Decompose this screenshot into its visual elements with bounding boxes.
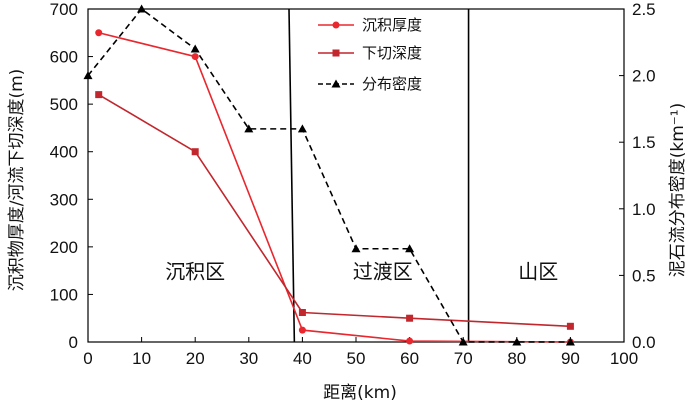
y-right-tick-label: 1.0 <box>632 200 656 219</box>
series-line-1 <box>98 32 571 343</box>
y-axis-left-label: 沉积物厚度/河流下切深度(m) <box>7 69 27 292</box>
plot-border <box>87 8 625 343</box>
x-tick-label: 10 <box>132 349 151 368</box>
plot-frame <box>87 8 625 343</box>
x-tick-label: 40 <box>293 349 312 368</box>
y-left-tick-label: 500 <box>50 95 78 114</box>
data-point <box>351 244 361 253</box>
region-labels: 沉积区 过渡区 山区 <box>165 259 558 283</box>
series-line-3 <box>87 7 571 343</box>
y-right-tick-label: 2.5 <box>632 0 656 19</box>
marker-layer <box>83 4 575 346</box>
data-point <box>83 71 93 80</box>
legend-marker-series-2 <box>332 49 340 57</box>
x-axis-label: 距离(km) <box>323 383 397 403</box>
series-layer <box>87 7 571 343</box>
x-tick-label: 80 <box>507 349 526 368</box>
y-right-tick-label: 1.5 <box>632 133 656 152</box>
data-point <box>405 244 415 253</box>
data-point <box>406 337 414 345</box>
data-point <box>190 44 200 53</box>
x-tick-label: 90 <box>561 349 580 368</box>
tick-labels: 0 10 20 30 40 50 60 70 80 90 100 0 100 200 300 400 500 60… <box>50 0 656 368</box>
y-left-tick-label: 100 <box>50 285 78 304</box>
y-left-tick-label: 200 <box>50 238 78 257</box>
data-point <box>244 124 254 133</box>
region-label: 山区 <box>518 259 558 283</box>
legend-marker-series-3 <box>331 79 341 88</box>
y-right-tick-label: 0.0 <box>632 333 656 352</box>
x-tick-label: 30 <box>239 349 258 368</box>
y-left-tick-label: 400 <box>50 143 78 162</box>
data-point <box>297 124 307 133</box>
legend-label-series-3: 分布密度 <box>362 75 422 93</box>
y-left-tick-label: 300 <box>50 190 78 209</box>
legend-label-series-2: 下切深度 <box>362 44 422 62</box>
data-point <box>95 91 103 99</box>
y-left-tick-label: 700 <box>50 0 78 19</box>
region-label: 过渡区 <box>353 259 413 283</box>
data-point <box>298 326 306 334</box>
data-point <box>137 4 147 13</box>
data-point <box>191 148 199 156</box>
series-line-2 <box>98 93 571 328</box>
x-tick-label: 50 <box>347 349 366 368</box>
data-point <box>458 337 468 346</box>
data-point <box>512 337 522 346</box>
y-left-tick-label: 600 <box>50 48 78 67</box>
legend-marker-series-1 <box>332 21 340 29</box>
y-axis-right-label: 泥石流分布密度(km⁻¹) <box>668 103 688 277</box>
legend-label-series-1: 沉积厚度 <box>362 16 422 34</box>
legend: 沉积厚度 下切深度 分布密度 <box>318 16 422 93</box>
data-point <box>298 309 306 317</box>
y-right-tick-label: 0.5 <box>632 266 656 285</box>
x-tick-label: 70 <box>454 349 473 368</box>
x-tick-label: 100 <box>610 349 638 368</box>
x-tick-label: 60 <box>400 349 419 368</box>
region-label: 沉积区 <box>165 259 225 283</box>
data-point <box>191 53 199 61</box>
data-point <box>95 29 103 37</box>
data-point <box>406 314 414 322</box>
y-right-tick-label: 2.0 <box>632 67 656 86</box>
region-boundary-line <box>288 8 296 343</box>
x-tick-label: 0 <box>83 349 92 368</box>
x-tick-label: 20 <box>186 349 205 368</box>
data-point <box>565 337 575 346</box>
boundary-lines <box>288 8 470 343</box>
data-point <box>566 322 574 330</box>
y-left-tick-label: 0 <box>69 333 78 352</box>
